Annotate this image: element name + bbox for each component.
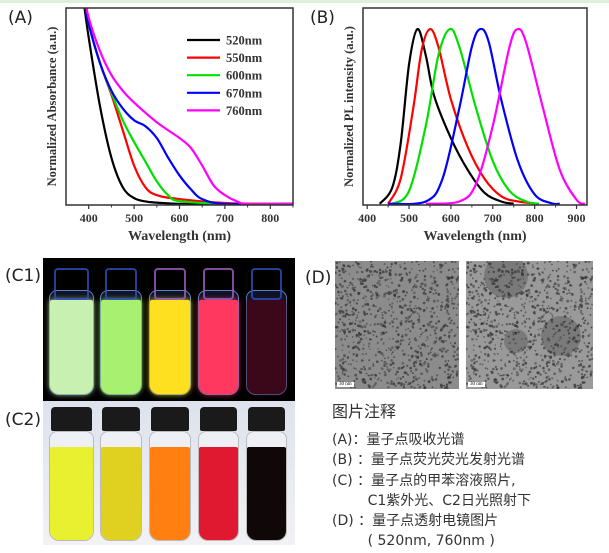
legend-label: 520nm [226, 34, 263, 48]
daylight-vials-photo [43, 401, 295, 545]
series-line-760nm [85, 8, 293, 205]
note-line: ( 520nm, 760nm ) [332, 533, 495, 550]
vial-cap [151, 407, 189, 431]
x-tick-label: 700 [484, 211, 502, 225]
vial-liquid [50, 300, 93, 394]
vial-cap [102, 407, 140, 431]
series-line-peak-4 [388, 27, 560, 205]
legend-label: 550nm [226, 51, 263, 65]
legend-label: 600nm [226, 69, 263, 83]
panel-label-c1: (C1) [5, 266, 41, 286]
y-axis-label: Normalized PL intensity (a.u.) [342, 26, 356, 187]
x-tick-label: 400 [358, 211, 376, 225]
vial-neck [154, 268, 186, 300]
x-tick-label: 600 [171, 211, 189, 225]
absorbance-chart: 400 500 600 700 800 Wavelength (nm) Normalized… [45, 7, 294, 244]
vial-1 [48, 401, 95, 545]
note-line: (D) ：量子点透射电镜图片 [332, 513, 499, 530]
tem-image-760nm: 30 nm [466, 261, 593, 389]
vial-5 [245, 401, 288, 545]
vial-2 [99, 401, 143, 545]
vial-cap [200, 407, 237, 431]
scale-bar-label: 30 nm [468, 382, 485, 387]
panel-label-c2: (C2) [5, 410, 41, 430]
panel-label-b: (B) [310, 8, 335, 28]
uv-vials-photo [43, 258, 295, 401]
note-line: C1紫外光、C2日光照射下 [332, 492, 531, 509]
vial-3 [148, 401, 192, 545]
tem-image-520nm: 30 nm [335, 261, 459, 389]
vial-neck [203, 268, 234, 300]
tem-texture [466, 261, 593, 389]
panel-label-d: (D) [305, 268, 332, 288]
x-tick-label: 500 [125, 211, 143, 225]
scale-bar-label: 30 nm [337, 382, 354, 387]
vial-5 [245, 258, 288, 401]
series-line-peak-5 [425, 27, 586, 205]
plot-frame [362, 7, 588, 206]
vial-liquid [247, 447, 286, 540]
x-tick-label: 700 [216, 211, 234, 225]
vial-neck [54, 268, 89, 300]
x-axis-label: Wavelength (nm) [423, 229, 526, 244]
series-line-520nm [83, 8, 293, 205]
series-line-peak-1 [378, 28, 514, 205]
note-line: (A)：量子点吸收光谱 [332, 432, 465, 448]
vial-liquid [50, 447, 93, 540]
x-tick-label: 800 [526, 211, 544, 225]
vial-liquid [101, 300, 141, 394]
vial-liquid [199, 447, 238, 540]
y-axis-label: Normalized Absorbance (a.u.) [45, 27, 59, 187]
x-axis-label: Wavelength (nm) [128, 229, 231, 244]
vial-liquid [150, 300, 190, 394]
vial-liquid [199, 300, 238, 394]
vial-2 [99, 258, 143, 401]
legend-label: 760nm [226, 104, 263, 118]
note-line: (C) ：量子点的甲苯溶液照片, [332, 472, 516, 489]
x-tick-label: 500 [400, 211, 418, 225]
x-tick-label: 800 [261, 211, 279, 225]
x-tick-label: 400 [80, 211, 98, 225]
series-line-peak-3 [391, 27, 540, 205]
vial-neck [105, 268, 137, 300]
vial-cap [248, 407, 285, 431]
vial-4 [197, 401, 240, 545]
pl-chart: 400 500 600 700 800 900 Wavelength (nm) Normali… [342, 7, 588, 244]
series-line-peak-2 [387, 28, 539, 205]
top-border [0, 0, 609, 3]
series-line-670nm [84, 8, 293, 205]
vial-cap [51, 407, 92, 431]
figure-notes: 图片注释 (A)：量子点吸收光谱 (B) ：量子点荧光荧光发射光谱 (C) ：量… [332, 398, 531, 552]
x-tick-label: 900 [568, 211, 586, 225]
vial-4 [197, 258, 240, 401]
vial-1 [48, 258, 95, 401]
notes-title: 图片注释 [332, 402, 397, 421]
x-tick-label: 600 [442, 211, 460, 225]
vial-3 [148, 258, 192, 401]
vial-liquid [101, 447, 141, 540]
vial-liquid [150, 447, 190, 540]
panel-label-a: (A) [8, 8, 33, 28]
vial-neck [251, 268, 282, 300]
tem-texture [335, 261, 459, 389]
legend-label: 670nm [226, 86, 263, 100]
vial-liquid [247, 300, 286, 394]
note-line: (B) ：量子点荧光荧光发射光谱 [332, 452, 525, 469]
